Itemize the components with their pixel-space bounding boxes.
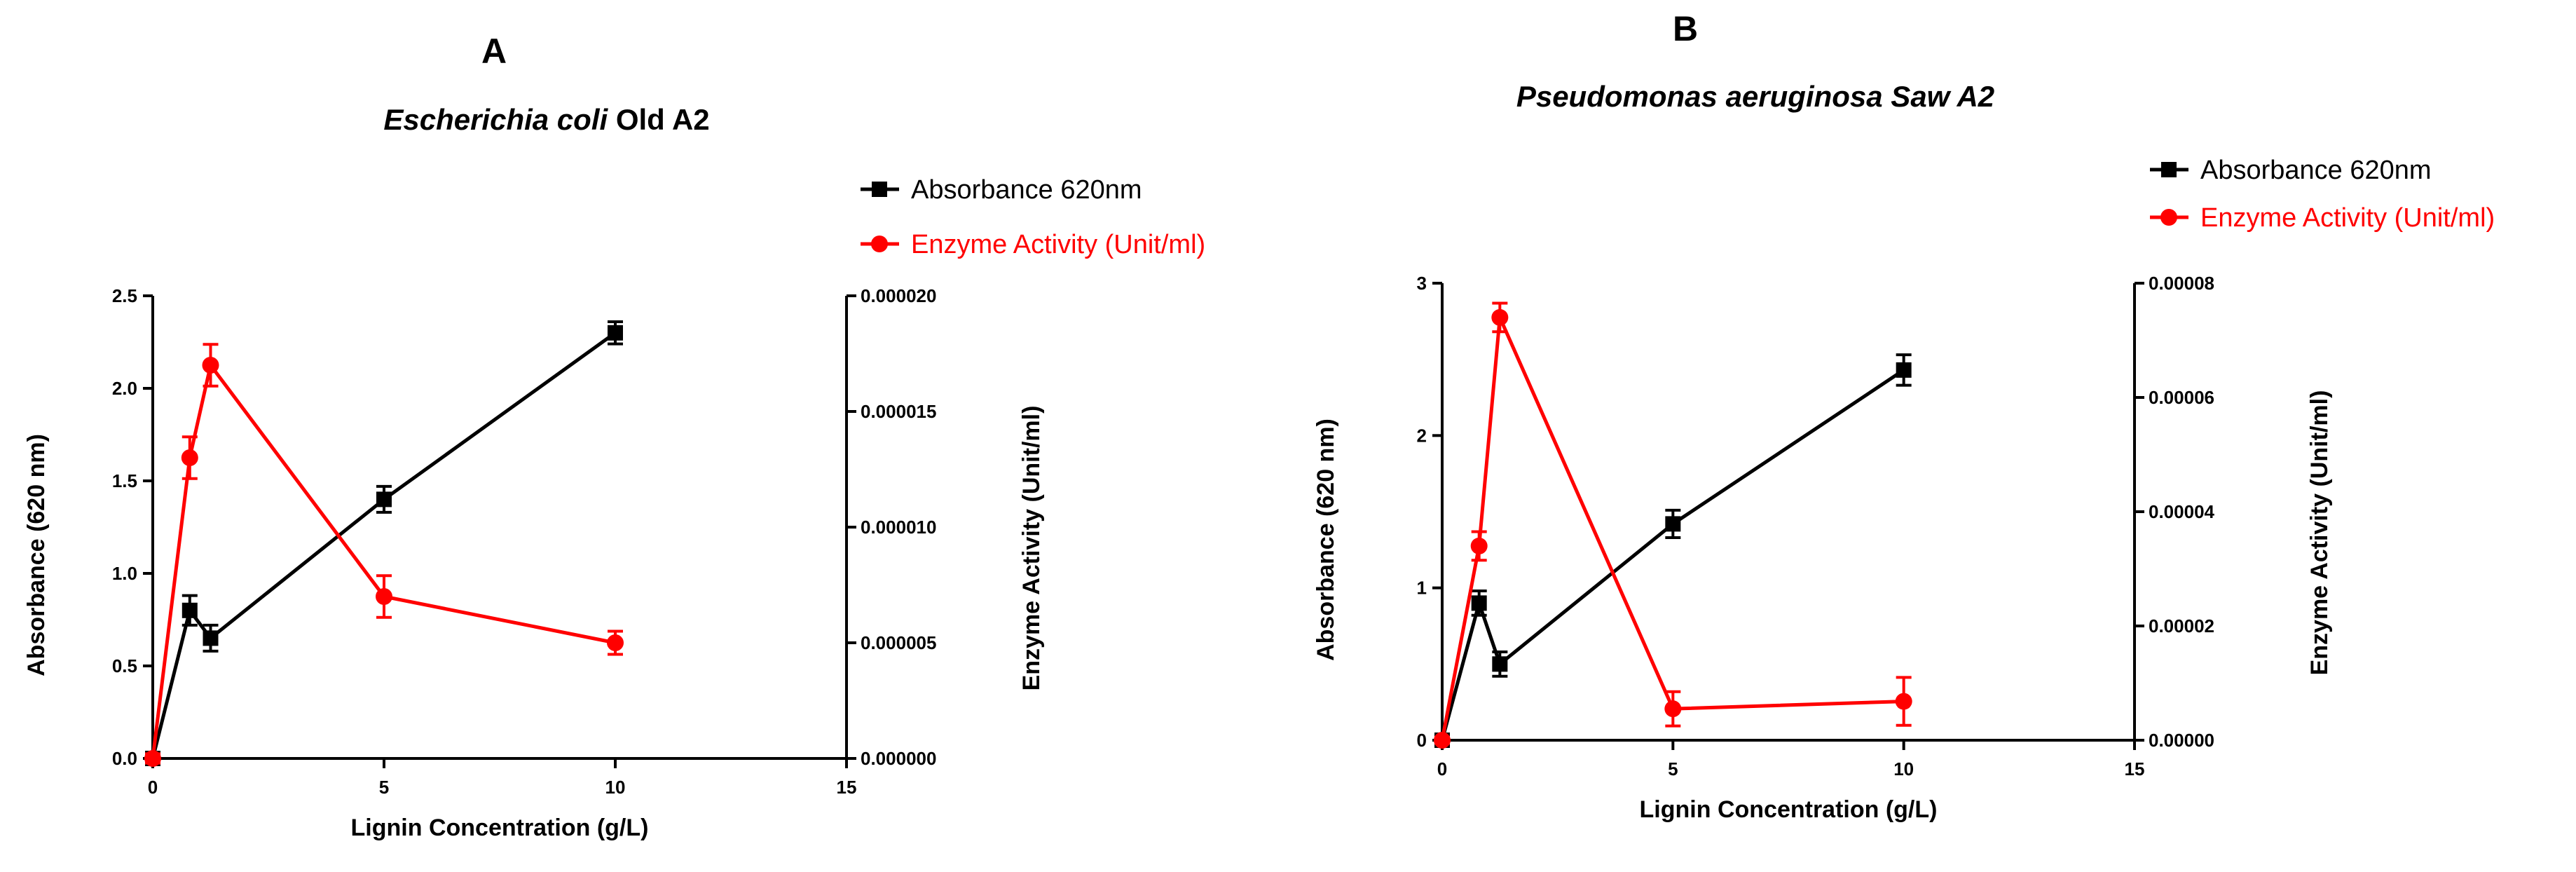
- y-right-tick-label: 0.00006: [2149, 387, 2214, 408]
- x-tick-label: 10: [605, 777, 626, 798]
- x-tick-label: 0: [148, 777, 158, 798]
- legend-label: Enzyme Activity (Unit/ml): [2200, 203, 2495, 233]
- data-point: [202, 357, 219, 374]
- panel-b: B Pseudomonas aeruginosa Saw A2 0 5 10 15 0 1 2 3…: [1313, 9, 2495, 823]
- y-right-tick-label: 0.000005: [861, 632, 936, 653]
- y-axis-left-label: Absorbance (620 nm): [1313, 418, 1339, 661]
- y-axis-right-label: Enzyme Activity (Unit/ml): [2306, 390, 2333, 676]
- data-point: [376, 588, 392, 605]
- y-axis-left-label: Absorbance (620 nm): [23, 434, 50, 676]
- data-point: [1471, 595, 1487, 611]
- x-tick-label: 5: [1668, 758, 1678, 779]
- panel-title-italic: Escherichia coli: [383, 103, 608, 136]
- legend-label: Enzyme Activity (Unit/ml): [911, 230, 1205, 259]
- panel-a: A Escherichia coli Old A2 0 5 10 15 0.0 0.5 1.0 1…: [23, 32, 1205, 841]
- data-point: [181, 449, 198, 466]
- y-left-tick-label: 2: [1417, 425, 1427, 446]
- data-point: [1434, 732, 1451, 749]
- legend-entry-absorbance: Absorbance 620nm: [2150, 156, 2432, 185]
- data-point: [1665, 516, 1681, 532]
- panel-letter: A: [481, 32, 507, 71]
- data-point: [607, 634, 624, 651]
- panel-letter: B: [1673, 9, 1698, 48]
- x-axis-label: Lignin Concentration (g/L): [351, 815, 649, 841]
- x-tick-label: 10: [1893, 758, 1914, 779]
- legend-marker: [2160, 209, 2177, 226]
- y-left-tick-label: 3: [1417, 273, 1427, 294]
- data-point: [144, 750, 161, 767]
- y-left-tick-label: 0.0: [112, 748, 137, 769]
- legend-entry-absorbance: Absorbance 620nm: [861, 175, 1142, 205]
- y-right-tick-label: 0.00008: [2149, 273, 2214, 294]
- series-enzyme-activity: [1434, 301, 1912, 749]
- panel-title: Escherichia coli Old A2: [383, 103, 709, 136]
- y-right-tick-label: 0.00004: [2149, 501, 2215, 522]
- legend-marker: [2161, 162, 2177, 177]
- legend-marker: [871, 236, 888, 252]
- y-left-tick-label: 2.0: [112, 378, 137, 399]
- legend-label: Absorbance 620nm: [911, 175, 1142, 205]
- data-point: [608, 325, 623, 341]
- x-tick-label: 15: [837, 777, 857, 798]
- legend-entry-enzyme: Enzyme Activity (Unit/ml): [2150, 203, 2495, 233]
- series-line: [151, 363, 616, 759]
- data-point: [1492, 656, 1508, 672]
- y-right-tick-label: 0.000020: [861, 285, 936, 306]
- series-absorbance: [145, 320, 623, 766]
- panel-title: Pseudomonas aeruginosa Saw A2: [1516, 80, 1994, 113]
- data-point: [376, 491, 392, 507]
- x-axis-label: Lignin Concentration (g/L): [1640, 796, 1938, 823]
- y-right-tick-label: 0.00002: [2149, 615, 2214, 636]
- y-left-tick-label: 1.5: [112, 470, 137, 491]
- y-right-tick-label: 0.000000: [861, 748, 936, 769]
- data-point: [1491, 308, 1509, 326]
- y-right-tick-label: 0.000015: [861, 401, 936, 422]
- data-point: [181, 602, 198, 618]
- series-line: [151, 331, 617, 759]
- y-left-tick-label: 0: [1417, 730, 1427, 751]
- series-line: [1440, 368, 1905, 741]
- panel-title-italic: Pseudomonas aeruginosa Saw A2: [1516, 80, 1994, 113]
- data-point: [1664, 700, 1682, 718]
- y-left-tick-label: 1: [1417, 578, 1427, 599]
- y-left-tick-label: 0.5: [112, 655, 137, 676]
- y-axis-right-label: Enzyme Activity (Unit/ml): [1018, 406, 1045, 691]
- data-point: [1470, 537, 1488, 554]
- data-point: [203, 630, 219, 646]
- x-tick-label: 0: [1437, 758, 1447, 779]
- legend: Absorbance 620nm Enzyme Activity (Unit/ml…: [861, 175, 1205, 259]
- series-absorbance: [1434, 353, 1912, 748]
- x-tick-label: 5: [379, 777, 389, 798]
- data-point: [1895, 693, 1912, 710]
- y-right-tick-label: 0.00000: [2149, 730, 2214, 751]
- legend-entry-enzyme: Enzyme Activity (Unit/ml): [861, 230, 1205, 259]
- legend-marker: [872, 182, 887, 197]
- y-right-tick-label: 0.000010: [861, 517, 936, 538]
- series-enzyme-activity: [144, 343, 624, 767]
- panel-title-rest: Old A2: [608, 103, 709, 136]
- legend-label: Absorbance 620nm: [2200, 156, 2432, 185]
- legend: Absorbance 620nm Enzyme Activity (Unit/ml…: [2150, 156, 2495, 233]
- x-tick-label: 15: [2125, 758, 2145, 779]
- data-point: [1896, 362, 1912, 378]
- y-left-tick-label: 2.5: [112, 285, 137, 306]
- y-left-tick-label: 1.0: [112, 563, 137, 584]
